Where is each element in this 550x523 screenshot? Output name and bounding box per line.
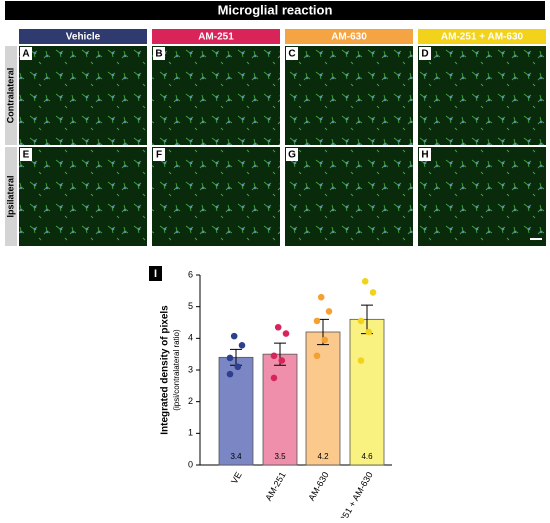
value-label: 3.4 [230, 452, 242, 461]
panel-letter: B [155, 49, 162, 60]
panel-letter-box [419, 148, 431, 161]
value-label: 4.2 [317, 452, 329, 461]
y-tick-label: 6 [188, 269, 193, 279]
panel-letter-box [20, 47, 32, 60]
bar [218, 356, 254, 466]
y-tick-label: 0 [188, 459, 193, 469]
data-point [226, 370, 234, 378]
column-header [285, 29, 413, 44]
data-point [278, 357, 286, 364]
data-point [226, 354, 234, 362]
data-point [317, 293, 325, 301]
data-point [270, 374, 278, 382]
micrograph [152, 46, 280, 145]
data-point [282, 330, 290, 337]
row-label: Contralateral [5, 68, 15, 124]
x-tick-label: AM-251 + AM-630 [330, 470, 375, 518]
micrograph [418, 46, 546, 145]
bar [305, 331, 341, 466]
micrograph [19, 147, 147, 246]
data-point [274, 323, 282, 331]
panel-letter: A [22, 49, 29, 60]
panel-letter-box [153, 148, 165, 161]
panel-letter: C [288, 49, 295, 60]
data-point [230, 332, 238, 340]
row-header [5, 46, 17, 145]
data-point [313, 352, 321, 360]
micrograph [285, 46, 413, 145]
panel-letter-box [20, 148, 32, 161]
panel-letter: H [421, 150, 428, 161]
panel-letter: D [421, 49, 428, 60]
data-point [357, 357, 365, 364]
panel-letter-box [286, 148, 298, 161]
panel-letter-box [286, 47, 298, 60]
data-point [365, 328, 373, 336]
y-tick-label: 1 [188, 428, 193, 438]
panel-letter: G [288, 150, 296, 161]
column-header [418, 29, 546, 44]
micrograph [285, 147, 413, 246]
y-tick-label: 3 [188, 364, 193, 374]
column-header [19, 29, 147, 44]
value-label: 4.6 [361, 452, 373, 461]
row-label: Ipsilateral [5, 175, 15, 217]
figure-title: Microglial reaction [218, 2, 333, 17]
column-label: Vehicle [66, 32, 101, 43]
data-point [357, 317, 365, 325]
x-tick-label: AM-630 [306, 470, 330, 502]
y-axis-subtitle: (ipsi/contralateral ratio) [172, 329, 181, 411]
data-point [325, 308, 333, 315]
data-point [238, 342, 246, 349]
value-label: 3.5 [274, 452, 286, 461]
title-bar [5, 1, 545, 20]
panel-letter: I [154, 268, 157, 280]
micrograph [418, 147, 546, 246]
scale-bar [530, 238, 542, 240]
data-point [270, 352, 278, 360]
y-tick-label: 5 [188, 301, 193, 311]
x-tick-label: AM-251 [263, 470, 287, 502]
micrograph [152, 147, 280, 246]
bar [349, 318, 385, 466]
column-header [152, 29, 280, 44]
y-axis-title: Integrated density of pixels [160, 305, 171, 435]
column-label: AM-251 + AM-630 [441, 32, 524, 43]
column-label: AM-251 [198, 32, 234, 43]
panel-letter: F [156, 150, 162, 161]
y-tick-label: 4 [188, 333, 193, 343]
x-tick-label: VE [229, 470, 244, 485]
panel-letter: E [23, 150, 30, 161]
data-point [361, 278, 369, 285]
bar [262, 353, 298, 466]
row-header [5, 147, 17, 246]
data-point [321, 336, 329, 344]
column-label: AM-630 [331, 32, 367, 43]
data-point [369, 289, 377, 296]
data-point [234, 363, 242, 371]
micrograph [19, 46, 147, 145]
y-tick-label: 2 [188, 396, 193, 406]
panel-letter-box [149, 266, 162, 281]
panel-letter-box [153, 47, 165, 60]
data-point [313, 317, 321, 325]
panel-letter-box [419, 47, 431, 60]
